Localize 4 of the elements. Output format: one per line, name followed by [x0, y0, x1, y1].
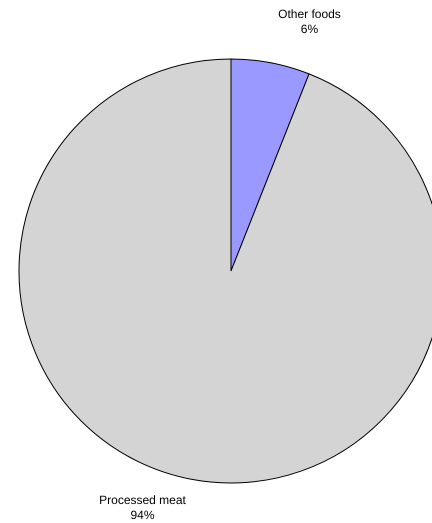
slice-label: Other foods	[278, 7, 341, 22]
data-label: 94%	[130, 508, 155, 522]
data-label: 6%	[300, 22, 318, 36]
slice-label: Processed meat	[99, 492, 187, 507]
